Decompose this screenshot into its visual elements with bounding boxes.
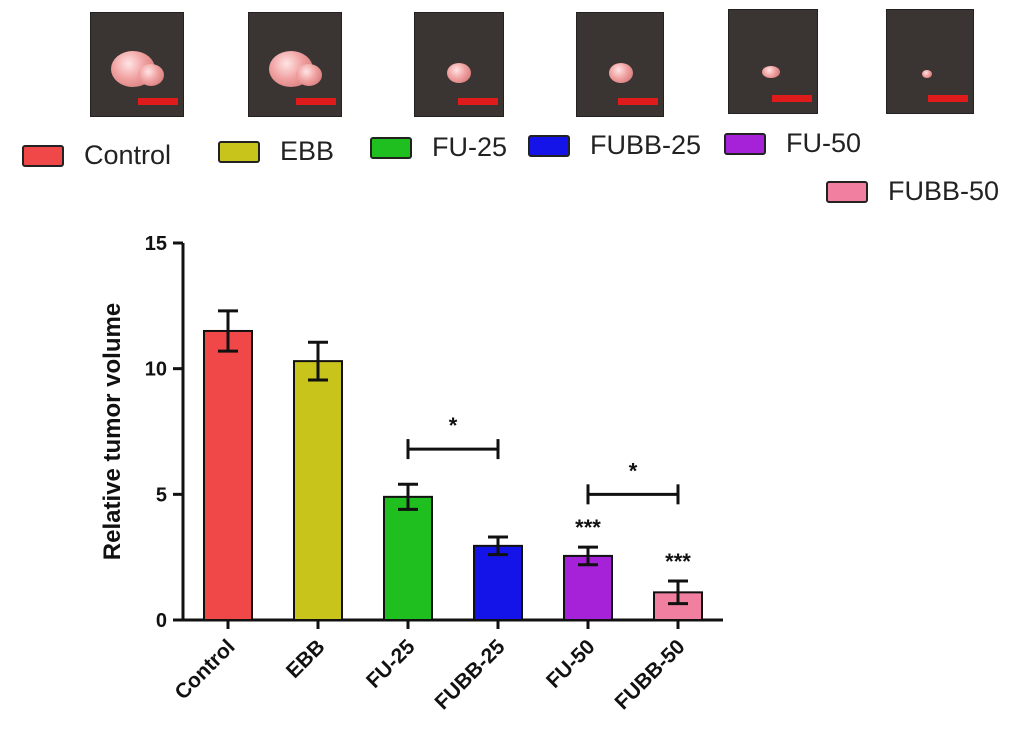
- legend-label: FUBB-50: [888, 176, 1000, 206]
- y-tick-label: 5: [156, 484, 167, 506]
- legend-item: FUBB-50: [826, 176, 999, 207]
- tumor-photo: [886, 9, 974, 114]
- bar: [293, 360, 343, 621]
- tumor-photo: [248, 12, 342, 117]
- legend-swatch: [22, 144, 64, 167]
- y-tick-label: 15: [145, 233, 167, 255]
- scale-bar: [772, 95, 812, 102]
- x-tick-label: FUBB-50: [611, 635, 690, 714]
- y-axis-label: Relative tumor volume: [99, 303, 126, 560]
- tumor-photo-row: [0, 0, 1021, 125]
- significance-bracket-label: *: [449, 413, 458, 438]
- x-tick-label: EBB: [282, 635, 330, 683]
- legend-label: EBB: [280, 136, 335, 166]
- x-tick-label: FU-50: [542, 635, 600, 693]
- legend-item: Control: [22, 140, 171, 171]
- tumor-photo: [90, 12, 184, 117]
- tumor-specimen: [296, 64, 322, 86]
- legend-item: FU-50: [724, 128, 861, 159]
- scale-bar: [138, 98, 178, 105]
- legend-item: FUBB-25: [528, 130, 701, 161]
- legend-label: FU-25: [432, 132, 508, 162]
- scale-bar: [618, 98, 658, 105]
- legend-item: FU-25: [370, 132, 507, 163]
- legend-swatch: [528, 134, 570, 157]
- legend-swatch: [370, 136, 412, 159]
- legend-label: Control: [84, 140, 172, 170]
- x-tick-label: FUBB-25: [431, 635, 510, 714]
- legend-swatch: [826, 180, 868, 203]
- x-tick-label: FU-25: [362, 635, 420, 693]
- y-tick-label: 10: [145, 359, 167, 381]
- significance-mark: ***: [665, 549, 691, 574]
- bar: [383, 495, 433, 622]
- tumor-specimen: [922, 70, 932, 78]
- significance-bracket-label: *: [629, 458, 638, 483]
- tumor-specimen: [609, 63, 633, 83]
- tumor-specimen: [447, 63, 471, 83]
- legend-swatch: [218, 140, 260, 163]
- scale-bar: [928, 95, 968, 102]
- scale-bar: [458, 98, 498, 105]
- x-tick-label: Control: [170, 635, 239, 704]
- tumor-photo: [728, 9, 818, 114]
- legend-label: FUBB-25: [590, 130, 702, 160]
- significance-mark: ***: [575, 515, 601, 540]
- y-tick-label: 0: [156, 610, 167, 632]
- bar: [473, 544, 523, 622]
- tumor-photo: [576, 12, 664, 117]
- bar: [203, 329, 253, 621]
- tumor-specimen: [138, 64, 164, 86]
- legend: Control EBB FU-25 FUBB-25 FU-50 FUBB-50: [0, 120, 1021, 210]
- scale-bar: [296, 98, 336, 105]
- legend-label: FU-50: [786, 128, 862, 158]
- tumor-photo: [414, 12, 504, 117]
- tumor-specimen: [762, 66, 780, 78]
- legend-swatch: [724, 132, 766, 155]
- legend-item: EBB: [218, 136, 334, 167]
